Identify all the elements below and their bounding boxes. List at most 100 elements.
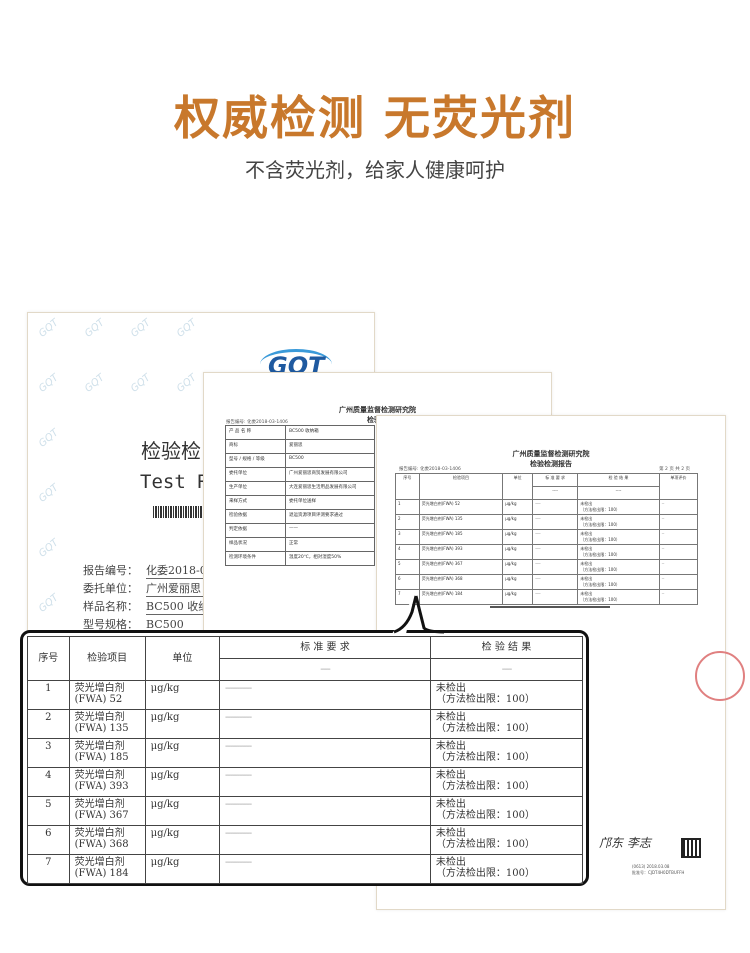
cell-standard: ----------- [219, 709, 431, 739]
cell-item: 荧光增白剂(FWA) 368 [68, 825, 146, 855]
watermark-text: GQT [37, 482, 61, 505]
cover-field: 委托单位： 广州爱丽思 [83, 580, 216, 597]
info-table: 产 品 名 称 BC500 收纳箱 商标 爱丽思 型号 / 规格 / 等级 BC500 委托… [225, 425, 375, 566]
cell-standard: ----------- [219, 738, 431, 768]
sub-dash: ---- [577, 486, 660, 500]
info-row: 生产单位 大连爱丽思生活用品发展有限公司 [225, 481, 375, 496]
cell-result: 未检出 （方法检出限：100） [429, 796, 584, 826]
info-value: 广州爱丽思商贸发展有限公司 [285, 467, 375, 482]
info-row: 样品状况 正常 [225, 537, 375, 552]
info-value: 温度20℃，相对湿度50% [285, 551, 375, 566]
table-row: 1 荧光增白剂(FWA) 52 μg/kg ----------- 未检出 （方法检出限：… [27, 680, 584, 710]
cell-unit: μg/kg [502, 559, 533, 575]
cell-unit: μg/kg [144, 709, 221, 739]
detection-limit: （方法检出限：100） [435, 723, 535, 734]
info-value: 大连爱丽思生活用品发展有限公司 [285, 481, 375, 496]
watermark-text: GQT [37, 537, 61, 560]
info-row: 检验依据 退运资源项目评测要求通过 [225, 509, 375, 524]
info-row: 来样方式 委托单位送样 [225, 495, 375, 510]
info-row: 检测环境条件 温度20℃，相对湿度50% [225, 551, 375, 566]
cell-item: 荧光增白剂(FWA) 185 [68, 738, 146, 768]
field-label: 委托单位： [83, 582, 138, 595]
cell-standard: ----------- [531, 559, 579, 575]
cell-unit: μg/kg [502, 514, 533, 530]
cell-evaluation: ---- [658, 529, 699, 545]
detection-limit: （方法检出限：100） [580, 567, 620, 572]
detection-limit: （方法检出限：100） [580, 507, 620, 512]
cell-no: 3 [27, 738, 70, 768]
report-number: 报告编号: 化委2018-03-1406 [226, 420, 288, 425]
cell-item: 荧光增白剂(FWA) 393 [68, 767, 146, 797]
col-unit: 单位 [144, 636, 221, 681]
field-label: 型号规格： [83, 618, 138, 631]
info-label: 商标 [225, 439, 286, 454]
official-stamp [695, 651, 745, 701]
table-row: 1 荧光增白剂(FWA) 52 μg/kg ----------- 未检出 （方法检出限：… [395, 499, 699, 515]
cell-result: 未检出 （方法检出限：100） [577, 529, 660, 545]
cell-unit: μg/kg [144, 680, 221, 710]
cell-no: 1 [395, 499, 420, 515]
cell-item: 荧光增白剂(FWA) 52 [68, 680, 146, 710]
cell-result: 未检出 （方法检出限：100） [429, 825, 584, 855]
field-value: 化委2018-03 [146, 562, 216, 579]
title-line: 广州质量监督检测研究院 [512, 450, 590, 458]
result-value: 未检出 [580, 531, 593, 536]
cell-standard: ----------- [219, 767, 431, 797]
cell-item: 荧光增白剂(FWA) 185 [418, 529, 504, 545]
cell-standard: ----------- [531, 514, 579, 530]
cover-field: 样品名称： BC500 收纳 [83, 598, 216, 615]
cell-standard: ----------- [531, 544, 579, 560]
cell-standard: ----------- [219, 680, 431, 710]
cover-heading-english: Test R [140, 471, 209, 493]
result-value: 未检出 [580, 591, 593, 596]
result-value: 未检出 [580, 516, 593, 521]
info-label: 判定依据 [225, 523, 286, 538]
cell-unit: μg/kg [502, 544, 533, 560]
watermark-text: GQT [129, 372, 153, 395]
cell-evaluation: ---- [658, 589, 699, 605]
page-title: 权威检测 无荧光剂 [173, 91, 576, 145]
cell-result: 未检出 （方法检出限：100） [577, 514, 660, 530]
detection-limit: （方法检出限：100） [435, 868, 535, 879]
table-row: 5 荧光增白剂(FWA) 367 μg/kg ----------- 未检出 （方法检出限… [395, 559, 699, 575]
result-value: 未检出 [580, 546, 593, 551]
cell-result: 未检出 （方法检出限：100） [429, 680, 584, 710]
detection-limit: （方法检出限：100） [580, 582, 620, 587]
cell-standard: ----------- [219, 796, 431, 826]
cell-unit: μg/kg [144, 738, 221, 768]
cell-no: 5 [395, 559, 420, 575]
detection-limit: （方法检出限：100） [435, 839, 535, 850]
info-row: 产 品 名 称 BC500 收纳箱 [225, 425, 375, 440]
info-label: 来样方式 [225, 495, 286, 510]
result-value: 未检出 [435, 683, 466, 694]
cell-standard: ----------- [531, 589, 579, 605]
table-row: 7 荧光增白剂(FWA) 184 μg/kg ----------- 未检出 （方法检出限… [395, 589, 699, 605]
info-value: 退运资源项目评测要求通过 [285, 509, 375, 524]
cell-result: 未检出 （方法检出限：100） [577, 499, 660, 515]
cell-unit: μg/kg [502, 574, 533, 590]
col-no: 序号 [27, 636, 70, 681]
cell-item: 荧光增白剂(FWA) 184 [418, 589, 504, 605]
cell-unit: μg/kg [502, 499, 533, 515]
watermark-text: GQT [175, 372, 199, 395]
sub-dash: ---- [429, 658, 584, 681]
cell-unit: μg/kg [144, 767, 221, 797]
watermark-text: GQT [37, 372, 61, 395]
magnified-results-callout: 序号 检验项目 单位 标 准 要 求 检 验 结 果 ---- ---- 1 荧光… [20, 630, 589, 886]
sub-dash: ---- [531, 486, 579, 500]
cell-standard: ----------- [531, 529, 579, 545]
table-row: 6 荧光增白剂(FWA) 368 μg/kg ----------- 未检出 （方法检出限… [395, 574, 699, 590]
results-table-small: 序号 检验项目 单位 标 准 要 求 检 验 结 果 单项评价 ---- ---… [395, 473, 699, 605]
result-value: 未检出 [580, 576, 593, 581]
col-item: 检验项目 [68, 636, 146, 681]
cell-item: 荧光增白剂(FWA) 184 [68, 854, 146, 884]
info-value: BC500 收纳箱 [285, 425, 375, 440]
cell-no: 5 [27, 796, 70, 826]
table-row: 6 荧光增白剂(FWA) 368 μg/kg ----------- 未检出 （方法检出限… [27, 825, 584, 855]
table-row: 4 荧光增白剂(FWA) 393 μg/kg ----------- 未检出 （方法检出限… [395, 544, 699, 560]
field-value: 广州爱丽思 [146, 580, 216, 597]
cell-no: 3 [395, 529, 420, 545]
watermark-text: GQT [175, 317, 199, 340]
cell-unit: μg/kg [144, 825, 221, 855]
page-subtitle: 不含荧光剂，给家人健康呵护 [245, 158, 505, 182]
